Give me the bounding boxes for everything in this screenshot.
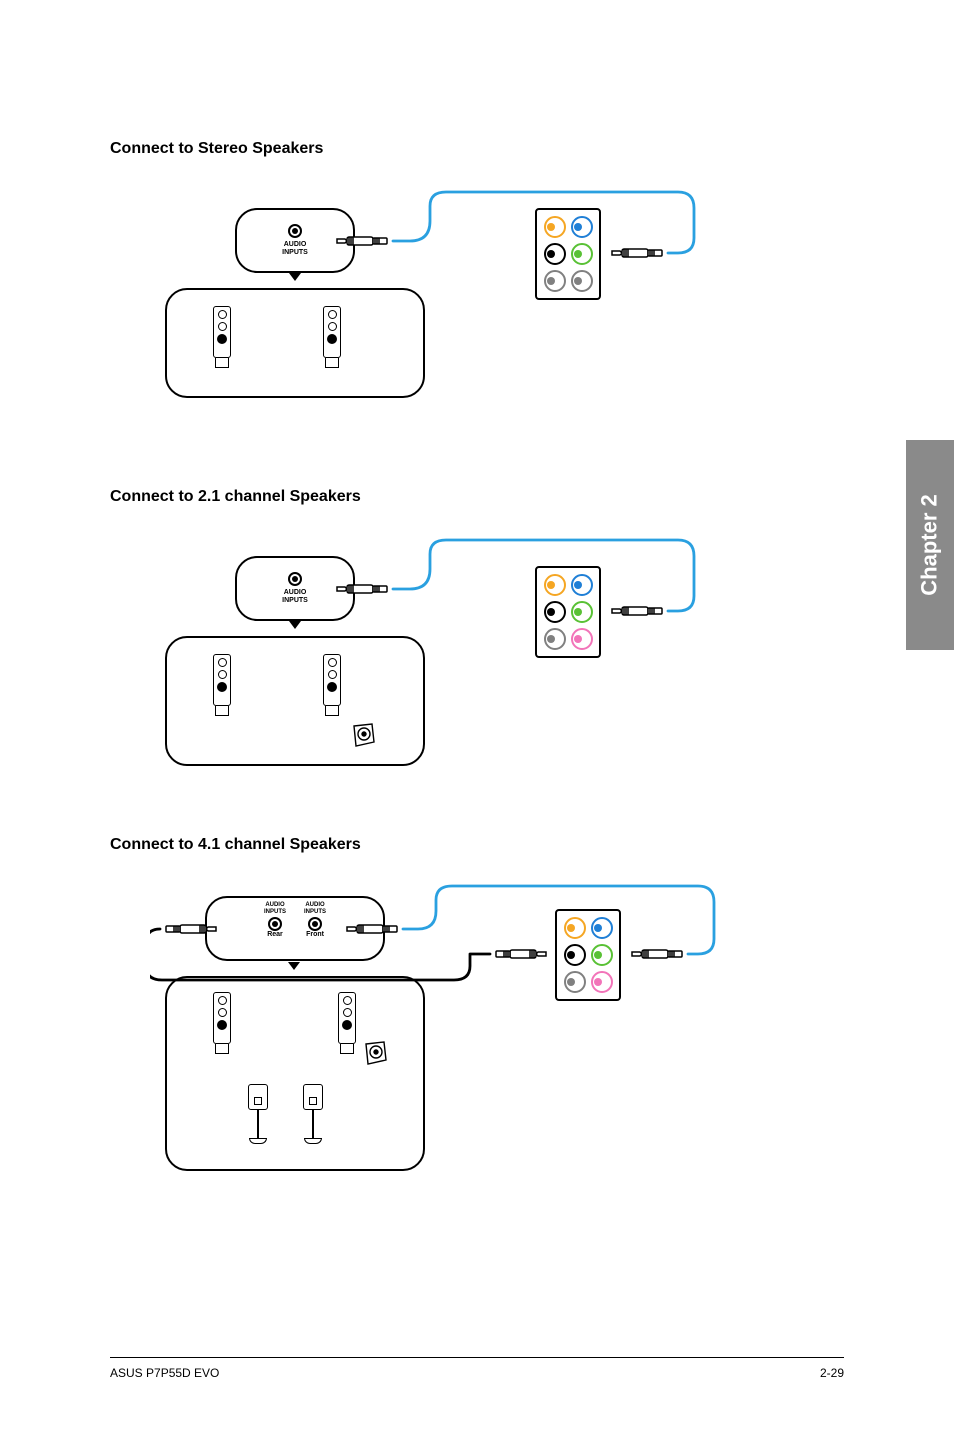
section-stereo: Connect to Stereo Speakers AUDIO INPUTS <box>110 140 844 418</box>
heading-41: Connect to 4.1 channel Speakers <box>110 836 844 854</box>
section-21: Connect to 2.1 channel Speakers AUDIO IN… <box>110 488 844 766</box>
audio-cable-rear <box>150 884 750 1184</box>
footer-product: ASUS P7P55D EVO <box>110 1366 219 1380</box>
chapter-tab-label: Chapter 2 <box>917 494 943 595</box>
audio-cable <box>150 188 750 418</box>
heading-21: Connect to 2.1 channel Speakers <box>110 488 844 506</box>
heading-stereo: Connect to Stereo Speakers <box>110 140 844 158</box>
diagram-21: AUDIO INPUTS <box>150 536 844 766</box>
chapter-tab: Chapter 2 <box>906 440 954 650</box>
page-footer: ASUS P7P55D EVO 2-29 <box>110 1357 844 1380</box>
manual-page: Connect to Stereo Speakers AUDIO INPUTS <box>0 0 954 1438</box>
footer-page-number: 2-29 <box>820 1366 844 1380</box>
diagram-41: AUDIO INPUTS Rear AUDIO INPUTS Front <box>150 884 844 1174</box>
audio-cable <box>150 536 750 766</box>
section-41: Connect to 4.1 channel Speakers AUDIO IN… <box>110 836 844 1174</box>
diagram-stereo: AUDIO INPUTS <box>150 188 844 418</box>
